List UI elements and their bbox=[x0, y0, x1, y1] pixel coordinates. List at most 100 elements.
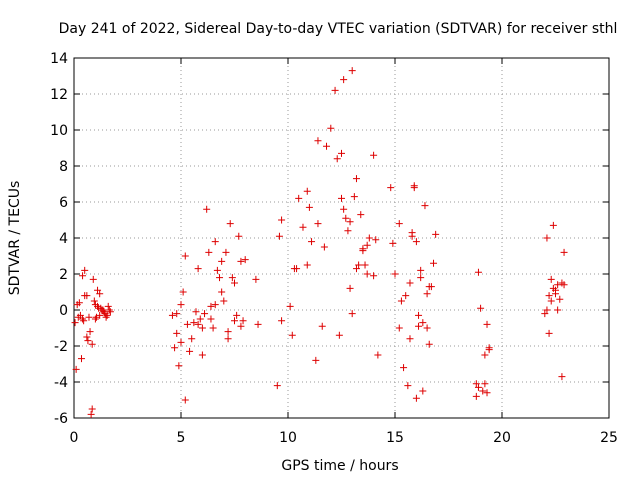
data-point bbox=[552, 286, 559, 294]
data-point bbox=[226, 220, 234, 228]
data-point bbox=[314, 137, 322, 145]
data-point bbox=[252, 275, 260, 283]
data-point bbox=[303, 261, 311, 269]
data-point bbox=[88, 340, 96, 348]
data-point bbox=[421, 202, 429, 210]
data-point bbox=[72, 365, 80, 373]
data-point bbox=[198, 351, 206, 359]
data-point bbox=[402, 292, 410, 300]
data-point bbox=[88, 405, 96, 413]
data-point bbox=[177, 338, 185, 346]
data-point bbox=[342, 214, 350, 222]
data-point bbox=[75, 299, 83, 307]
data-point bbox=[355, 261, 363, 269]
data-point bbox=[485, 346, 493, 354]
data-point bbox=[389, 239, 397, 247]
data-point bbox=[181, 252, 189, 260]
data-point bbox=[79, 272, 87, 280]
data-point bbox=[183, 320, 191, 328]
data-point bbox=[556, 295, 564, 303]
data-point bbox=[312, 356, 320, 364]
data-point bbox=[194, 320, 202, 328]
data-point bbox=[201, 310, 209, 318]
data-point bbox=[94, 286, 102, 294]
data-point bbox=[541, 310, 549, 318]
data-point bbox=[415, 322, 423, 330]
data-point bbox=[211, 238, 219, 246]
data-point bbox=[305, 203, 313, 211]
data-point bbox=[323, 142, 331, 150]
y-tick-label: 2 bbox=[59, 267, 68, 283]
data-point bbox=[545, 329, 553, 337]
x-tick-label: 0 bbox=[70, 430, 79, 446]
data-point bbox=[338, 194, 345, 202]
data-point bbox=[286, 302, 294, 310]
data-point bbox=[560, 248, 568, 256]
data-point bbox=[350, 193, 358, 201]
data-point bbox=[278, 317, 286, 325]
data-point bbox=[81, 266, 89, 274]
y-tick-label: 8 bbox=[59, 159, 68, 175]
data-point bbox=[479, 387, 487, 395]
data-point bbox=[100, 308, 108, 316]
data-point bbox=[295, 194, 303, 202]
data-point bbox=[222, 248, 230, 256]
data-point bbox=[81, 292, 89, 300]
data-point bbox=[273, 382, 281, 390]
data-point bbox=[547, 275, 555, 283]
data-point bbox=[415, 311, 423, 319]
data-point bbox=[175, 362, 183, 370]
data-point bbox=[211, 301, 219, 309]
data-point bbox=[239, 317, 247, 325]
data-point bbox=[417, 274, 425, 282]
data-point bbox=[419, 387, 427, 395]
data-point bbox=[481, 351, 489, 359]
data-point bbox=[278, 216, 286, 224]
data-point bbox=[363, 241, 371, 249]
data-point bbox=[374, 351, 382, 359]
data-point bbox=[96, 290, 104, 298]
data-point bbox=[231, 317, 238, 325]
data-point bbox=[412, 238, 420, 246]
data-point bbox=[171, 344, 179, 352]
data-point bbox=[85, 313, 93, 321]
data-point bbox=[425, 283, 433, 291]
tick-layer: 0 5 10 15 20 25 -6 -4 -2 0 2 4 6 8 10 12 14 bbox=[50, 51, 618, 446]
data-point bbox=[213, 266, 221, 274]
data-point bbox=[549, 221, 557, 229]
x-tick-label: 20 bbox=[493, 430, 511, 446]
data-point bbox=[218, 257, 226, 265]
y-tick-label: 4 bbox=[59, 231, 68, 247]
data-point bbox=[545, 292, 553, 300]
data-point bbox=[340, 76, 348, 84]
data-point bbox=[168, 311, 176, 319]
data-point bbox=[348, 310, 356, 318]
data-point bbox=[338, 149, 345, 157]
data-point bbox=[432, 230, 440, 238]
data-point bbox=[423, 290, 431, 298]
data-point bbox=[483, 389, 491, 397]
y-tick-label: 6 bbox=[59, 195, 68, 211]
data-point bbox=[483, 320, 491, 328]
data-point bbox=[303, 187, 311, 195]
data-point bbox=[228, 274, 236, 282]
data-point bbox=[331, 86, 339, 94]
data-point bbox=[474, 268, 482, 276]
data-point bbox=[406, 335, 414, 343]
data-point bbox=[83, 333, 91, 341]
data-point bbox=[102, 313, 110, 321]
data-point bbox=[357, 211, 365, 219]
x-axis-title: GPS time / hours bbox=[281, 458, 398, 474]
y-tick-label: 10 bbox=[50, 123, 68, 139]
data-point bbox=[543, 234, 551, 242]
data-point bbox=[474, 383, 482, 391]
data-point bbox=[365, 234, 373, 242]
data-point bbox=[90, 297, 98, 305]
data-points bbox=[71, 67, 568, 418]
data-point bbox=[188, 335, 196, 343]
data-point bbox=[308, 238, 316, 246]
y-axis-title: SDTVAR / TECUs bbox=[7, 181, 23, 296]
data-point bbox=[106, 308, 114, 316]
data-point bbox=[275, 232, 283, 240]
data-point bbox=[395, 324, 403, 332]
